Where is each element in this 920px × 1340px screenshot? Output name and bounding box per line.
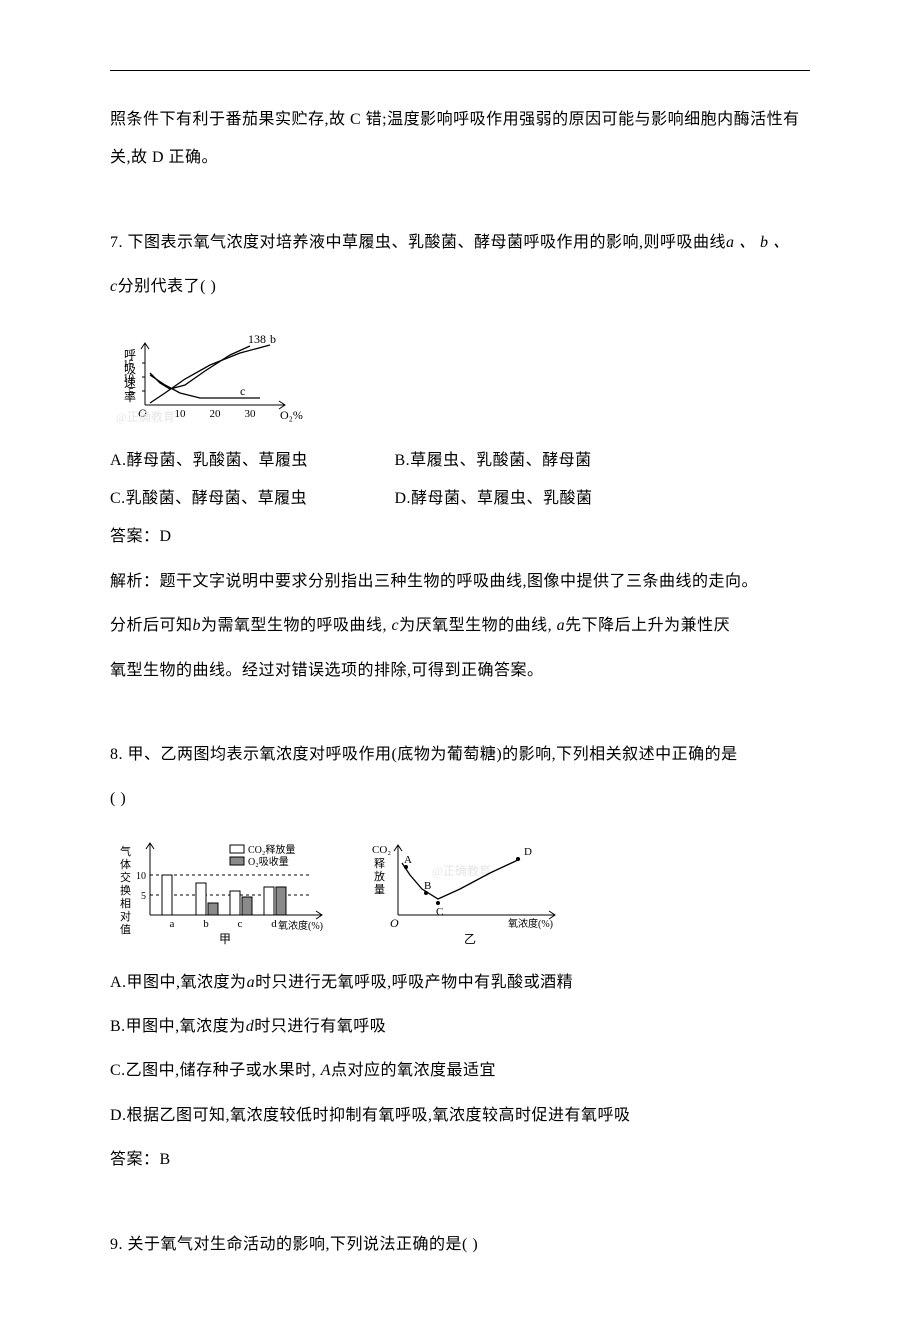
q8c-var: A <box>321 1062 331 1079</box>
q8b-var: d <box>246 1018 255 1035</box>
q7-expl-3: 氧型生物的曲线。经过对错误选项的排除,可得到正确答案。 <box>110 652 810 690</box>
q7-xt-20: 20 <box>210 408 222 420</box>
q8l-yl3: 交 <box>120 870 131 884</box>
q8r-point-label: A <box>404 854 412 866</box>
q8-opt-c: C.乙图中,储存种子或水果时, A点对应的氧浓度最适宜 <box>110 1052 810 1090</box>
q8-charts: 气 体 交 换 相 对 值 5 10 CO₂释放量 O₂吸收量 a b c d <box>110 825 810 960</box>
q8l-leg1-sw <box>230 845 244 853</box>
q8-chart-right: CO₂ 释 放 量 O @正确教育 A B C D 氧浓度(%) 乙 <box>360 825 570 960</box>
q8r-title: 乙 <box>464 932 476 946</box>
q8r-xlabel: 氧浓度(%) <box>508 917 553 930</box>
q7-chart: 呼 吸 速 率 5 10 15 10 20 30 O₂% O @正确教育 <box>110 313 810 438</box>
q8r-yl2: 放 <box>374 869 385 883</box>
top-rule <box>110 70 810 71</box>
q7-stem-vars: a 、 b 、 <box>726 234 790 251</box>
q7-lbl-a: 138 <box>248 332 266 346</box>
q8a-post: 时只进行无氧呼吸,呼吸产物中有乳酸或酒精 <box>255 974 573 991</box>
q7-opt-d: D.酵母菌、草履虫、乳酸菌 <box>395 480 593 518</box>
q8l-xcat: b <box>203 918 209 930</box>
q8r-yl3: 量 <box>374 883 385 896</box>
q8-opt-d: D.根据乙图可知,氧浓度较低时抑制有氧呼吸,氧浓度较高时促进有氧呼吸 <box>110 1097 810 1135</box>
q7-opt-c: C.乳酸菌、酵母菌、草履虫 <box>110 480 390 518</box>
q7-stem-text: 7. 下图表示氧气浓度对培养液中草履虫、乳酸菌、酵母菌呼吸作用的影响,则呼吸曲线 <box>110 234 726 251</box>
q7-options-row1: A.酵母菌、乳酸菌、草履虫 B.草履虫、乳酸菌、酵母菌 <box>110 442 810 480</box>
q7-opt-b: B.草履虫、乳酸菌、酵母菌 <box>395 442 592 480</box>
q8l-yt5: 5 <box>141 891 146 902</box>
q8a-pre: A.甲图中,氧浓度为 <box>110 974 247 991</box>
q7-e2-pre: 分析后可知 <box>110 617 193 634</box>
q8l-xcat: a <box>170 918 175 930</box>
q8l-leg2: O₂吸收量 <box>248 855 289 868</box>
q7-opt-a: A.酵母菌、乳酸菌、草履虫 <box>110 442 390 480</box>
q7-xlabel: O₂% <box>280 408 303 422</box>
q8-stem-l2: ( ) <box>110 780 810 818</box>
q7-e2-post: 先下降后上升为兼性厌 <box>565 617 730 634</box>
q8r-point-label: C <box>436 906 443 918</box>
q7-yt-10: 10 <box>123 372 135 384</box>
q8l-title: 甲 <box>219 932 231 946</box>
q7-stem-l2: c分别代表了( ) <box>110 268 810 306</box>
q8r-point <box>436 901 440 905</box>
q8l-yl4: 换 <box>120 883 131 897</box>
q7-expl-1: 解析：题干文字说明中要求分别指出三种生物的呼吸曲线,图像中提供了三条曲线的走向。 <box>110 563 810 601</box>
q8a-var: a <box>247 974 256 991</box>
q8l-bar-co2 <box>196 883 206 915</box>
q8l-xcat: d <box>271 918 277 930</box>
q8l-xcat: c <box>238 918 243 930</box>
q8l-yl5: 相 <box>120 897 131 910</box>
q8l-bar-co2 <box>162 875 172 915</box>
q8l-yl2: 体 <box>120 857 131 871</box>
q8l-bar-o2 <box>242 897 252 915</box>
q7-yt-5: 5 <box>129 386 135 398</box>
q8l-yl6: 对 <box>120 909 131 923</box>
q8r-yl1: 释 <box>374 857 385 870</box>
q8b-post: 时只进行有氧呼吸 <box>254 1018 386 1035</box>
q8l-bar-co2 <box>264 887 274 915</box>
q7-expl-2: 分析后可知b为需氧型生物的呼吸曲线, c为厌氧型生物的曲线, a先下降后上升为兼… <box>110 607 810 645</box>
q7-lbl-b: b <box>270 332 276 346</box>
q7-answer: 答案：D <box>110 518 810 556</box>
q7-e2-mid2: 为厌氧型生物的曲线, <box>399 617 557 634</box>
q8l-yt10: 10 <box>136 871 146 882</box>
q7-stem-l2-post: 分别代表了( ) <box>118 278 217 295</box>
q8-opt-a: A.甲图中,氧浓度为a时只进行无氧呼吸,呼吸产物中有乳酸或酒精 <box>110 964 810 1002</box>
top-paragraph: 照条件下有利于番茄果实贮存,故 C 错;温度影响呼吸作用强弱的原因可能与影响细胞… <box>110 101 810 178</box>
q8r-point <box>516 857 520 861</box>
q8c-post: 点对应的氧浓度最适宜 <box>331 1062 496 1079</box>
q8r-point-label: B <box>424 880 431 892</box>
q7-e2-a: a <box>557 617 566 634</box>
q8r-yl0: CO₂ <box>372 844 391 856</box>
q8l-leg1: CO₂释放量 <box>248 843 295 856</box>
q8-stem-l1: 8. 甲、乙两图均表示氧浓度对呼吸作用(底物为葡萄糖)的影响,下列相关叙述中正确… <box>110 736 810 774</box>
q8l-bar-co2 <box>230 891 240 915</box>
q8l-yl1: 气 <box>120 844 131 858</box>
q7-e2-c: c <box>392 617 400 634</box>
q8-answer: 答案：B <box>110 1141 810 1179</box>
q8l-leg2-sw <box>230 857 244 865</box>
q8-opt-b: B.甲图中,氧浓度为d时只进行有氧呼吸 <box>110 1008 810 1046</box>
q8l-yl7: 值 <box>120 923 131 936</box>
q7-xt-10: 10 <box>175 408 187 420</box>
q7-xt-30: 30 <box>245 408 257 420</box>
q8l-bar-o2 <box>276 887 286 915</box>
q7-yt-15: 15 <box>123 358 135 370</box>
q8b-pre: B.甲图中,氧浓度为 <box>110 1018 246 1035</box>
q7-e2-b: b <box>193 617 202 634</box>
q8r-wm: @正确教育 <box>432 863 491 878</box>
q7-e2-mid: 为需氧型生物的呼吸曲线, <box>201 617 392 634</box>
q8r-point-label: D <box>524 846 532 858</box>
q7-options-row2: C.乳酸菌、酵母菌、草履虫 D.酵母菌、草履虫、乳酸菌 <box>110 480 810 518</box>
q9-stem: 9. 关于氧气对生命活动的影响,下列说法正确的是( ) <box>110 1226 810 1264</box>
q8-chart-left: 气 体 交 换 相 对 值 5 10 CO₂释放量 O₂吸收量 a b c d <box>110 825 340 960</box>
q7-watermark: @正确教育 <box>116 409 175 424</box>
q8r-origin: O <box>390 916 399 930</box>
q7-stem-c: c <box>110 278 118 295</box>
q8l-xlabel: 氧浓度(%) <box>278 919 323 932</box>
q7-stem: 7. 下图表示氧气浓度对培养液中草履虫、乳酸菌、酵母菌呼吸作用的影响,则呼吸曲线… <box>110 224 810 262</box>
q7-lbl-c: c <box>240 384 245 398</box>
q8l-bar-o2 <box>208 903 218 915</box>
q7-chart-svg: 呼 吸 速 率 5 10 15 10 20 30 O₂% O @正确教育 <box>110 313 310 433</box>
q8c-pre: C.乙图中,储存种子或水果时, <box>110 1062 321 1079</box>
